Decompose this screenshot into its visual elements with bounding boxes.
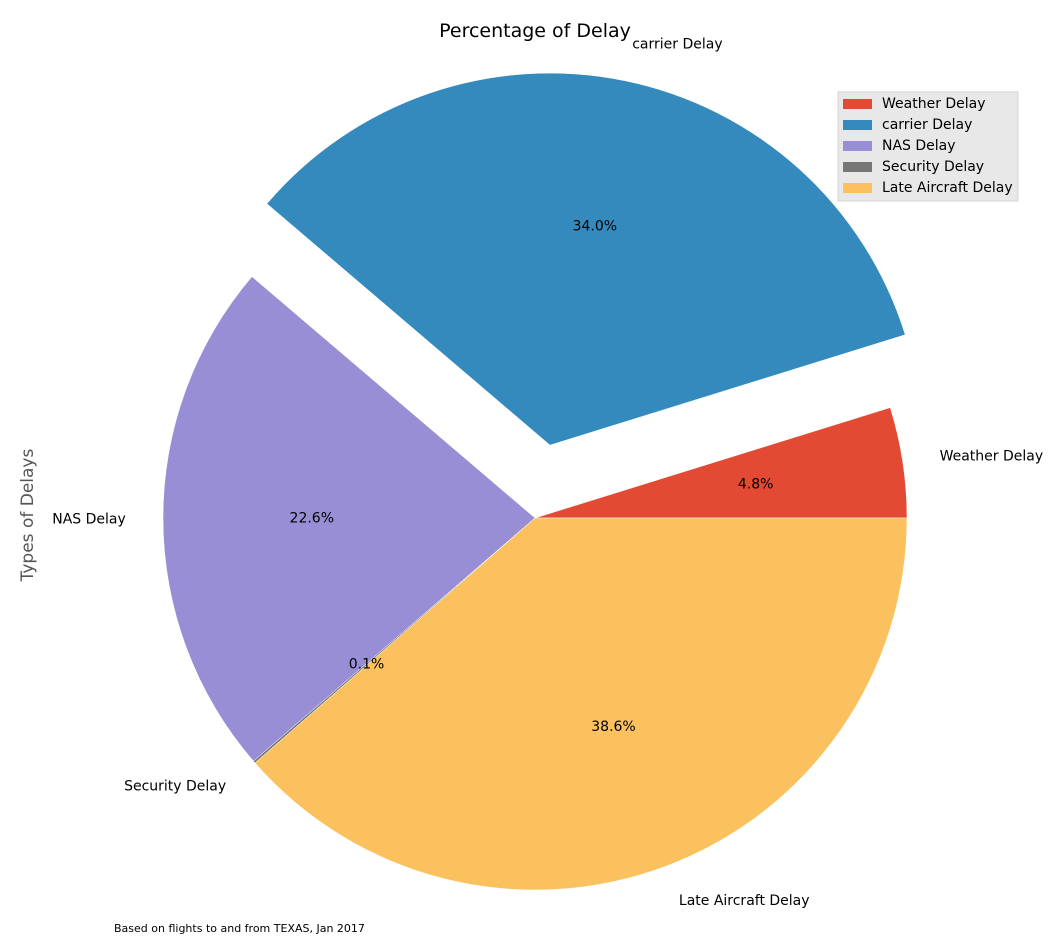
slice-percent-weather-delay: 4.8% <box>738 477 774 493</box>
slice-label-weather-delay: Weather Delay <box>940 449 1044 465</box>
pie-slice-late-aircraft-delay <box>254 517 908 891</box>
slice-percent-security-delay: 0.1% <box>349 656 385 672</box>
legend-label-carrier-delay: carrier Delay <box>882 117 972 133</box>
legend-swatch-security-delay <box>843 162 872 172</box>
slice-label-carrier-delay: carrier Delay <box>632 36 722 52</box>
slice-label-security-delay: Security Delay <box>124 778 226 794</box>
legend-swatch-weather-delay <box>843 99 872 109</box>
pie-slice-nas-delay <box>162 276 536 762</box>
chart-footnote: Based on flights to and from TEXAS, Jan … <box>114 922 365 935</box>
legend-label-late-aircraft-delay: Late Aircraft Delay <box>882 180 1013 196</box>
legend-label-security-delay: Security Delay <box>882 159 984 175</box>
slice-percent-late-aircraft-delay: 38.6% <box>591 719 635 735</box>
legend-swatch-late-aircraft-delay <box>843 183 872 193</box>
legend-swatch-carrier-delay <box>843 120 872 130</box>
legend: Weather Delay carrier Delay NAS Delay Secur… <box>837 91 1019 202</box>
pie-slice-carrier-delay <box>266 72 906 446</box>
pie-slices <box>162 72 908 891</box>
legend-label-weather-delay: Weather Delay <box>882 96 986 112</box>
legend-swatch-nas-delay <box>843 141 872 151</box>
slice-label-late-aircraft-delay: Late Aircraft Delay <box>679 893 810 909</box>
slice-percent-labels: 4.8% 34.0% 22.6% 0.1% 38.6% <box>290 218 774 734</box>
slice-percent-carrier-delay: 34.0% <box>573 218 617 234</box>
chart-title: Percentage of Delay <box>439 20 631 42</box>
slice-labels: Weather Delay carrier Delay NAS Delay Secur… <box>52 36 1043 909</box>
legend-label-nas-delay: NAS Delay <box>882 138 956 154</box>
slice-percent-nas-delay: 22.6% <box>290 511 334 527</box>
slice-label-nas-delay: NAS Delay <box>52 511 126 527</box>
y-axis-label: Types of Delays <box>18 449 38 583</box>
